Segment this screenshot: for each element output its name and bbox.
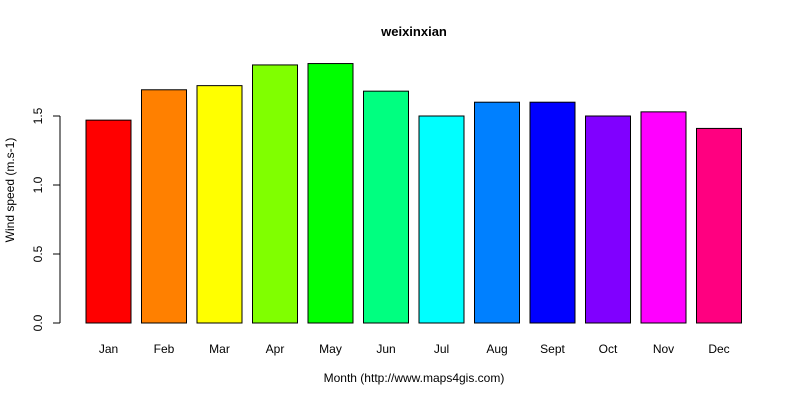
bar-aug — [474, 101, 520, 324]
x-tick-label-oct: Oct — [599, 342, 618, 356]
y-tick-label: 1.0 — [31, 176, 45, 193]
bar-feb — [141, 89, 187, 324]
bar-oct — [585, 115, 631, 324]
x-tick-labels: Jan Feb Mar Apr May Jun Jul Aug Sept Oct Nov Dec — [99, 342, 730, 356]
x-tick-label-jan: Jan — [99, 342, 118, 356]
bar-mar — [196, 85, 243, 324]
x-tick-label-sept: Sept — [540, 342, 565, 356]
chart-title: weixinxian — [380, 24, 447, 39]
bar-dec — [696, 127, 742, 324]
x-axis-label: Month (http://www.maps4gis.com) — [324, 371, 505, 385]
bar-nov — [640, 111, 687, 324]
x-tick-label-jun: Jun — [376, 342, 395, 356]
x-tick-label-jul: Jul — [434, 342, 449, 356]
y-tick-label: 1.5 — [31, 107, 45, 124]
x-tick-label-dec: Dec — [708, 342, 729, 356]
bar-jan — [85, 119, 132, 324]
x-tick-label-may: May — [319, 342, 342, 356]
bar-jul — [418, 115, 465, 324]
y-axis: 0.0 0.5 1.0 1.5 — [31, 107, 61, 331]
bar-may — [307, 63, 354, 324]
y-tick-label: 0.5 — [31, 245, 45, 262]
bar-apr — [252, 64, 298, 324]
x-tick-label-mar: Mar — [209, 342, 230, 356]
y-tick-label: 0.0 — [31, 314, 45, 331]
bars-group — [85, 63, 742, 324]
x-tick-label-nov: Nov — [653, 342, 674, 356]
x-tick-label-aug: Aug — [486, 342, 507, 356]
x-tick-label-apr: Apr — [266, 342, 285, 356]
y-axis-label: Wind speed (m.s-1) — [3, 138, 17, 243]
bar-sept — [529, 101, 576, 324]
bar-jun — [363, 90, 409, 324]
x-tick-label-feb: Feb — [154, 342, 175, 356]
